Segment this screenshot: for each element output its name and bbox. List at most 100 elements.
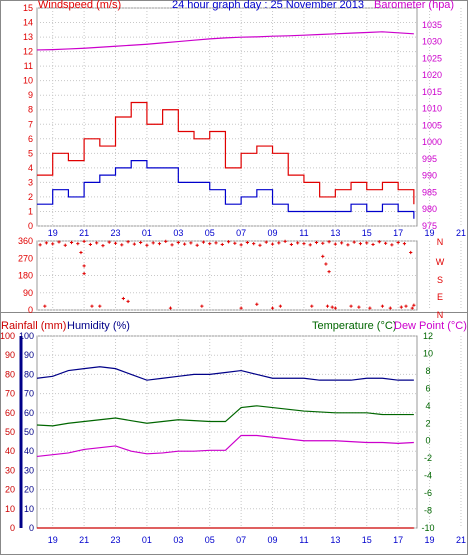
wind-direction-point [388,306,392,310]
wind-direction-point [164,239,168,243]
wind-direction-point [43,304,47,308]
windspeed-tick-label: 7 [28,119,33,129]
rainfall-tick-label: 10 [5,504,15,514]
wind-direction-point [377,240,381,244]
wind-direction-point [330,305,334,309]
humidity-tick-label: 100 [19,331,34,341]
wind-direction-point [233,241,237,245]
wind-direction-point [88,242,92,247]
wind-direction-point [120,243,124,247]
barometer-tick-label: 1035 [422,20,442,30]
x-tick-label-lower: 09 [268,535,278,545]
wind-direction-point [396,240,400,245]
x-tick-label-upper: 21 [79,228,89,238]
x-tick-label-lower: 05 [205,535,215,545]
dewpoint-line [36,434,414,458]
wind-direction-point [371,242,375,247]
humidity-tick-label: 0 [29,523,34,533]
windspeed-tick-label: 11 [24,61,33,71]
x-tick-label-lower: 13 [330,535,340,545]
rainfall-tick-label: 80 [5,369,15,379]
direction-tick-label: 0 [28,305,33,315]
barometer-tick-label: 1015 [422,87,442,97]
rainfall-tick-label: 40 [5,446,15,456]
humidity-tick-label: 50 [24,427,34,437]
windspeed-tick-label: 15 [23,3,33,13]
x-tick-label-lower: 17 [393,535,403,545]
wind-direction-point [390,243,394,247]
wind-direction-point [255,302,259,306]
rainfall-tick-label: 50 [5,427,15,437]
windspeed-tick-label: 14 [23,18,33,28]
wind-direction-point [270,306,275,310]
windspeed-tick-label: 8 [28,105,33,115]
wind-direction-point [368,306,372,310]
temperature-tick-label: 0 [425,436,430,446]
barometer-line [36,31,414,51]
temperature-tick-label: 12 [423,331,433,341]
wind-direction-point [38,243,42,247]
rainfall-tick-label: 100 [0,331,15,341]
x-tick-label-lower: 03 [173,535,183,545]
x-tick-label-upper: 19 [425,228,435,238]
temperature-tick-label: 6 [425,383,430,393]
wind-direction-point [201,240,206,244]
wind-direction-point [296,241,300,245]
barometer-tick-label: 980 [422,204,437,214]
barometer-tick-label: 990 [422,171,437,181]
temperature-tick-label: 4 [425,401,430,411]
x-tick-label-upper: 01 [142,228,152,238]
rainfall-tick-label: 70 [5,389,15,399]
wind-direction-point [176,240,180,245]
wind-direction-point [183,242,187,246]
wind-direction-point [383,241,388,245]
windspeed-tick-label: 10 [23,76,33,86]
data-series [36,31,416,529]
humidity-tick-label: 30 [24,465,34,475]
wind-direction-point [252,242,256,246]
wind-direction-point [302,242,306,246]
wind-direction-point [145,243,149,247]
x-tick-label-upper: 05 [205,228,215,238]
temperature-tick-label: 8 [425,366,430,376]
wind-direction-point [289,242,293,247]
wind-direction-point [321,241,325,245]
wind-direction-point [95,241,99,245]
wind-direction-point [157,242,162,246]
wind-direction-point [200,304,204,308]
x-tick-label-lower: 23 [111,535,121,545]
wind-direction-point [399,305,403,309]
x-tick-label-lower: 19 [425,535,435,545]
humidity-tick-label: 10 [24,504,34,514]
wind-direction-point [76,242,80,246]
wind-direction-point [264,240,268,244]
x-tick-label-upper: 23 [111,228,121,238]
direction-tick-label: 180 [18,271,33,281]
barometer-tick-label: 975 [422,221,437,231]
windspeed-tick-label: 4 [28,163,33,173]
wind-direction-point [324,262,328,266]
windspeed-tick-label: 5 [28,148,33,158]
wind-direction-point [98,304,102,308]
wind-direction-point [121,296,125,301]
wind-direction-point [226,240,231,244]
wind-gust-line [37,101,415,205]
wind-direction-point [245,240,250,245]
windspeed-tick-label: 6 [28,134,33,144]
temperature-tick-label: 2 [425,418,430,428]
wind-direction-point [214,241,218,245]
rainfall-tick-label: 0 [10,523,15,533]
wind-direction-point [82,264,86,268]
wind-direction-point [107,240,111,244]
temperature-tick-label: -4 [424,471,432,481]
wind-direction-point [333,306,337,310]
wind-direction-point [278,304,282,308]
wind-direction-point [57,240,61,244]
temperature-axis-title: Temperature (°C) [312,320,397,332]
barometer-tick-label: 1005 [422,120,442,130]
axis-labels: 1919212123230101030305050707090911111313… [0,3,466,545]
